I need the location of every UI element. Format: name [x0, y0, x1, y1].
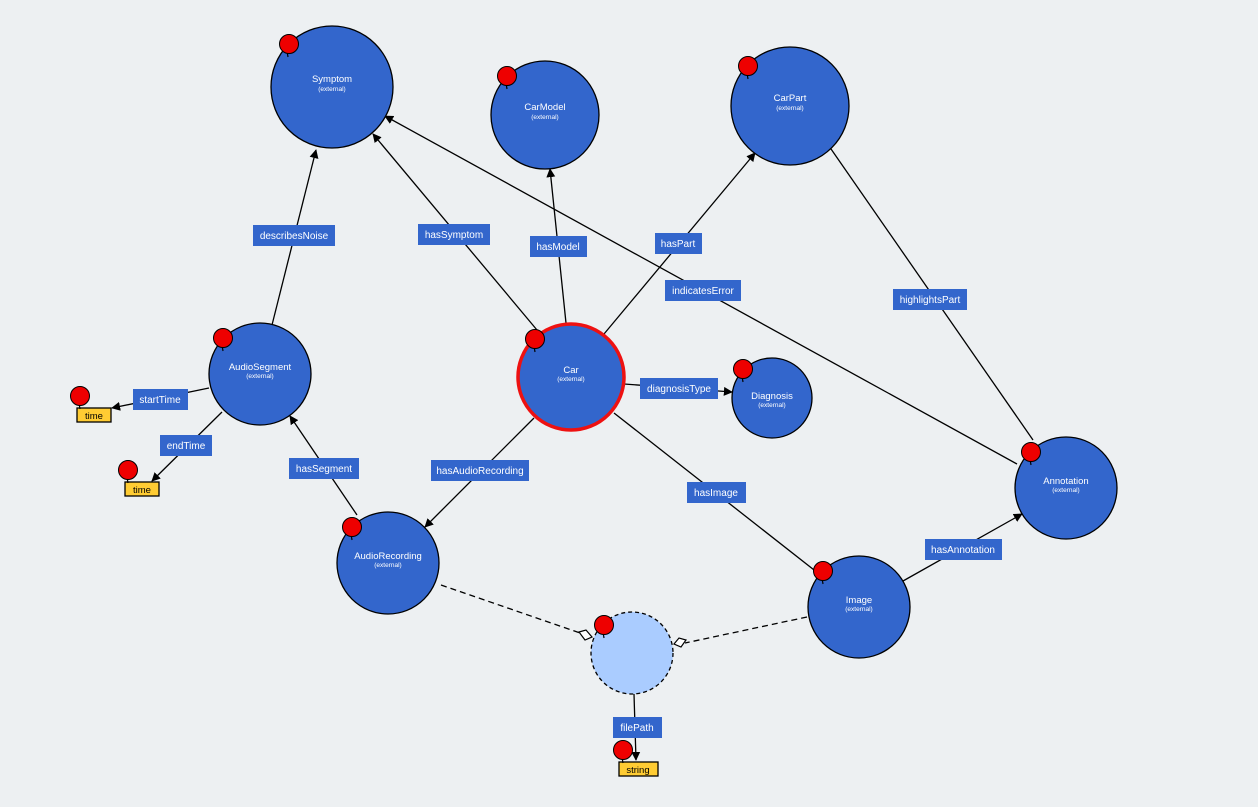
class-label: Car — [563, 365, 578, 376]
pin-icon[interactable] — [525, 329, 545, 353]
pins-layer — [70, 34, 1041, 764]
class-label: Diagnosis — [751, 391, 793, 402]
class-sublabel: (external) — [845, 606, 872, 613]
property-label: filePath — [620, 723, 653, 734]
class-node-symptom[interactable]: Symptom (external) — [270, 25, 394, 149]
pin-icon[interactable] — [613, 740, 633, 764]
property-haspart[interactable]: hasPart — [655, 233, 702, 254]
class-node-diagnosis[interactable]: Diagnosis (external) — [731, 357, 813, 439]
datatype-node-time-2[interactable]: time — [124, 481, 160, 497]
pin-icon[interactable] — [733, 359, 753, 383]
nodes-layer: Symptom (external) CarModel (external) C… — [208, 25, 1118, 695]
pin-icon[interactable] — [213, 328, 233, 352]
property-label: indicatesError — [672, 286, 734, 297]
class-sublabel: (external) — [758, 402, 785, 409]
class-node-car[interactable]: Car (external) — [516, 322, 626, 432]
property-diagnosistype[interactable]: diagnosisType — [640, 378, 718, 399]
class-sublabel: (external) — [318, 86, 345, 93]
class-label: Annotation — [1043, 476, 1088, 487]
property-label: endTime — [167, 441, 206, 452]
property-filepath[interactable]: filePath — [613, 717, 662, 738]
diamond-marker-left — [577, 629, 593, 641]
datatypes-layer: time time string — [76, 407, 659, 777]
pin-icon[interactable] — [342, 517, 362, 541]
class-node-carpart[interactable]: CarPart (external) — [730, 46, 850, 166]
class-sublabel: (external) — [1052, 487, 1079, 494]
class-sublabel: (external) — [557, 376, 584, 383]
class-node-image[interactable]: Image (external) — [807, 555, 911, 659]
class-label: CarPart — [774, 93, 807, 104]
property-label: hasSegment — [296, 464, 352, 475]
class-sublabel: (external) — [776, 105, 803, 112]
pin-icon[interactable] — [813, 561, 833, 585]
datatype-label: time — [133, 485, 151, 496]
property-hassymptom[interactable]: hasSymptom — [418, 224, 490, 245]
edges-layer — [111, 115, 1034, 761]
property-endtime[interactable]: endTime — [160, 435, 212, 456]
property-highlightspart[interactable]: highlightsPart — [893, 289, 967, 310]
property-label: hasAudioRecording — [436, 466, 523, 477]
class-label: CarModel — [524, 102, 565, 113]
datatype-node-string[interactable]: string — [618, 761, 659, 777]
property-label: startTime — [139, 395, 181, 406]
property-hasmodel[interactable]: hasModel — [530, 236, 587, 257]
class-sublabel: (external) — [531, 114, 558, 121]
property-label: diagnosisType — [647, 384, 711, 395]
property-label: hasAnnotation — [931, 545, 995, 556]
property-label: hasPart — [661, 239, 696, 250]
class-label: Symptom — [312, 74, 352, 85]
pin-icon[interactable] — [738, 56, 758, 80]
property-hasimage[interactable]: hasImage — [687, 482, 746, 503]
property-label: hasImage — [694, 488, 738, 499]
property-label: hasSymptom — [425, 230, 483, 241]
dashed-link-image — [684, 616, 808, 644]
class-label: Image — [846, 595, 872, 606]
property-label: describesNoise — [260, 231, 329, 242]
pin-icon[interactable] — [1021, 442, 1041, 466]
class-node-anonymous[interactable] — [590, 611, 674, 695]
diamond-marker-right — [673, 637, 687, 648]
datatype-node-time-1[interactable]: time — [76, 407, 112, 423]
property-label: highlightsPart — [900, 295, 961, 306]
property-label: hasModel — [536, 242, 579, 253]
edge-line-highlightspart — [821, 135, 1034, 441]
datatype-label: time — [85, 411, 103, 422]
class-node-carmodel[interactable]: CarModel (external) — [490, 60, 600, 170]
property-hasannotation[interactable]: hasAnnotation — [925, 539, 1002, 560]
property-starttime[interactable]: startTime — [133, 389, 188, 410]
pin-icon[interactable] — [594, 615, 614, 639]
property-hassegment[interactable]: hasSegment — [289, 458, 359, 479]
class-label: AudioSegment — [229, 362, 292, 373]
class-label: AudioRecording — [354, 551, 422, 562]
property-indicateserror[interactable]: indicatesError — [665, 280, 741, 301]
property-describesnoise[interactable]: describesNoise — [253, 225, 335, 246]
class-sublabel: (external) — [374, 562, 401, 569]
pin-icon[interactable] — [279, 34, 299, 58]
class-node-audiorecording[interactable]: AudioRecording (external) — [336, 511, 440, 615]
dashed-link-audiorecording — [440, 584, 584, 635]
class-node-annotation[interactable]: Annotation (external) — [1014, 436, 1118, 540]
pin-icon[interactable] — [497, 66, 517, 90]
property-hasaudiorecording[interactable]: hasAudioRecording — [431, 460, 529, 481]
pin-icon[interactable] — [118, 460, 138, 484]
class-node-audiosegment[interactable]: AudioSegment (external) — [208, 322, 312, 426]
class-sublabel: (external) — [246, 373, 273, 380]
pin-icon[interactable] — [70, 386, 90, 410]
datatype-label: string — [626, 765, 649, 776]
edge-labels-layer: describesNoise hasSymptom hasModel hasPa… — [133, 224, 1002, 738]
